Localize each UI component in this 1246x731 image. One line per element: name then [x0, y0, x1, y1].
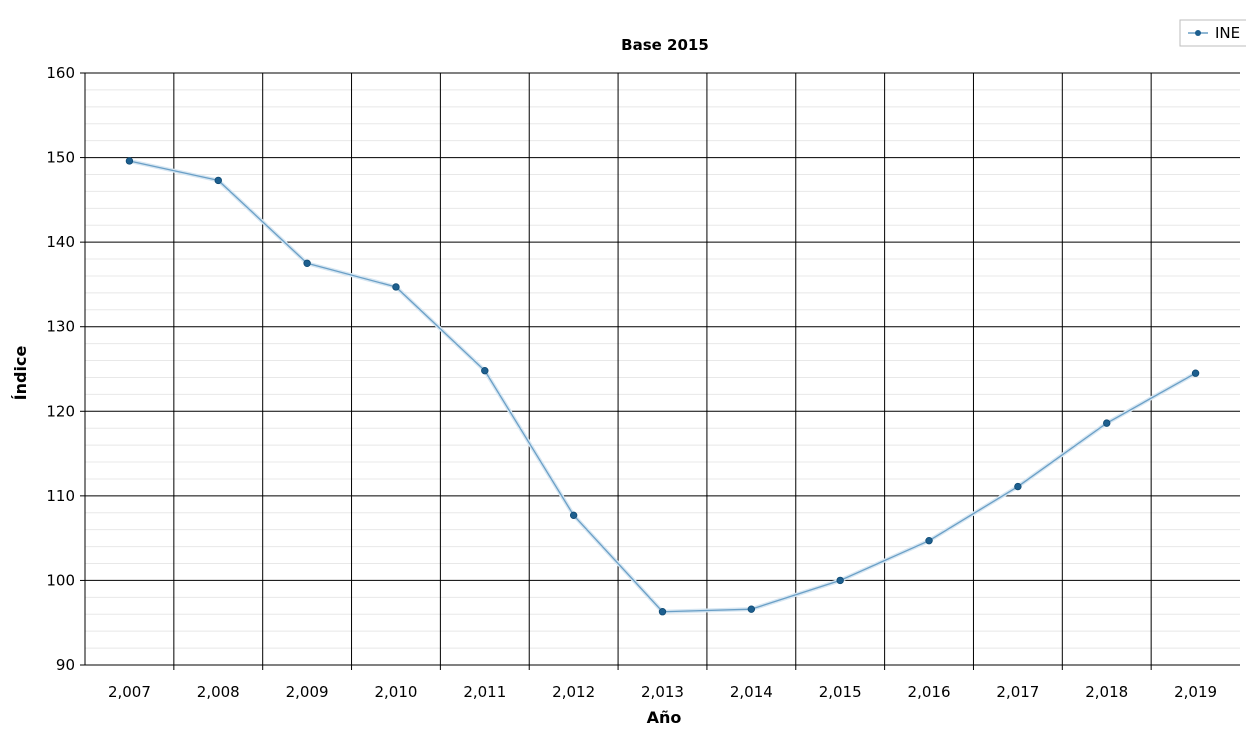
data-point: [481, 366, 489, 375]
y-tick-label: 140: [46, 233, 75, 251]
data-point: [214, 176, 222, 185]
x-tick-label: 2,010: [374, 683, 417, 701]
data-point: [836, 576, 844, 585]
axes: [84, 73, 1240, 666]
y-tick-label: 90: [56, 656, 75, 674]
series-layer: [125, 157, 1200, 616]
x-tick-label: 2,019: [1174, 683, 1217, 701]
data-point: [303, 259, 311, 267]
x-tick-label: 2,013: [641, 683, 684, 701]
y-tick-label: 120: [46, 402, 75, 420]
y-axis-label: Índice: [11, 346, 30, 401]
y-tick-label: 110: [46, 487, 75, 505]
data-point: [747, 605, 756, 613]
data-point: [925, 536, 933, 545]
x-tick-label: 2,007: [108, 683, 151, 701]
x-axis-ticks: 2,007 2,008 2,009 2,010 2,011 2,012 2,013 2,014…: [108, 665, 1217, 701]
x-tick-label: 2,011: [463, 683, 506, 701]
chart-title: Base 2015: [621, 36, 709, 54]
legend-label-ine: INE: [1215, 24, 1240, 42]
series-line-ine: [129, 160, 1196, 613]
data-point: [658, 608, 667, 616]
data-point: [569, 511, 578, 520]
x-tick-label: 2,009: [286, 683, 329, 701]
minor-gridlines: [85, 89, 1240, 649]
x-tick-label: 2,016: [908, 683, 951, 701]
y-axis-ticks: 90 100 110 120 130 140 150 160: [46, 64, 85, 674]
x-tick-label: 2,017: [996, 683, 1039, 701]
data-point: [1014, 482, 1022, 491]
x-tick-label: 2,015: [819, 683, 862, 701]
y-tick-label: 150: [46, 149, 75, 167]
x-axis-label: Año: [647, 708, 682, 727]
y-tick-label: 130: [46, 318, 75, 336]
y-tick-label: 160: [46, 64, 75, 82]
data-point: [1103, 419, 1111, 427]
x-tick-label: 2,018: [1085, 683, 1128, 701]
legend[interactable]: INE: [1179, 19, 1246, 47]
y-tick-label: 100: [46, 571, 75, 589]
legend-marker-swatch: [1195, 30, 1201, 36]
series-line-shadow: [128, 158, 1197, 614]
x-tick-label: 2,014: [730, 683, 773, 701]
data-point: [392, 283, 400, 291]
major-gridlines: [85, 72, 1240, 665]
x-tick-label: 2,012: [552, 683, 595, 701]
x-tick-label: 2,008: [197, 683, 240, 701]
data-point: [1191, 369, 1200, 377]
data-point: [125, 157, 134, 165]
